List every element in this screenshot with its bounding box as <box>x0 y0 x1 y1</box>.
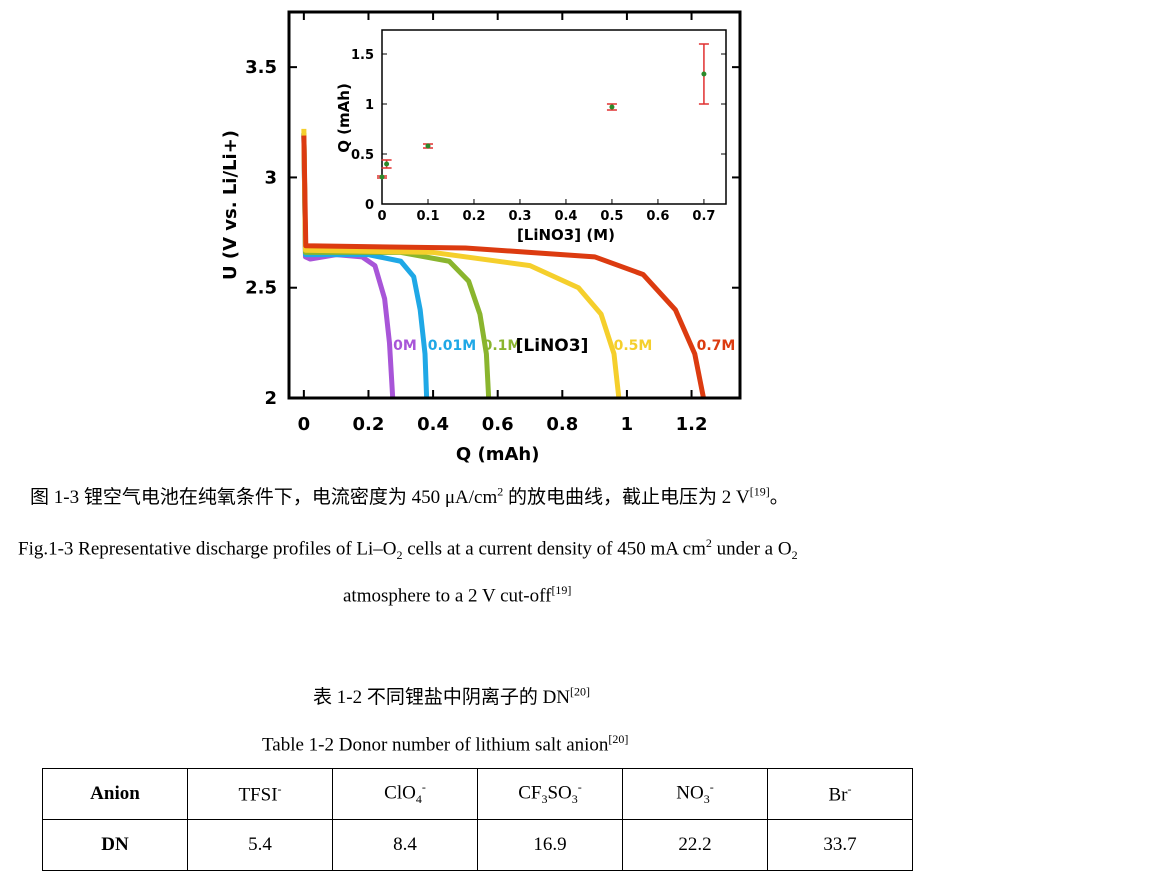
table-row: Anion TFSI- ClO4- CF3SO3- NO3- Br- <box>42 768 913 820</box>
x-tick-label: 1.2 <box>676 414 708 435</box>
anion-cell: NO3- <box>622 768 768 820</box>
data-point <box>701 71 707 77</box>
table-title-cn: 表 1-2 不同锂盐中阴离子的 DN[20] <box>313 684 591 708</box>
x-tick-label: 0.2 <box>353 414 385 435</box>
data-point <box>609 104 615 110</box>
legend-title: [LiNO3] <box>516 336 589 356</box>
inset-y-axis-label: Q (mAh) <box>335 83 353 153</box>
y-tick-label: 3.5 <box>245 57 277 78</box>
series-label: 0.7M <box>697 338 736 354</box>
x-tick-label: 1 <box>621 414 634 435</box>
x-tick-label: 0.8 <box>546 414 578 435</box>
anion-cell: ClO4- <box>332 768 478 820</box>
inset-x-tick-label: 0.6 <box>646 209 669 224</box>
header-cell: Anion <box>42 768 188 820</box>
value-cell: 5.4 <box>187 819 333 871</box>
x-tick-label: 0.6 <box>482 414 514 435</box>
series-label: 0.01M <box>428 338 476 354</box>
row-label-cell: DN <box>42 819 188 871</box>
anion-cell: Br- <box>767 768 913 820</box>
figure-caption-en: Fig.1-3 Representative discharge profile… <box>18 536 798 563</box>
inset-x-tick-label: 0.1 <box>416 209 439 224</box>
x-tick-label: 0.4 <box>417 414 449 435</box>
inset-x-tick-label: 0.2 <box>462 209 485 224</box>
inset-y-tick-label: 1.5 <box>351 48 374 63</box>
value-cell: 16.9 <box>477 819 623 871</box>
data-point <box>384 161 390 167</box>
data-point <box>425 143 431 149</box>
discharge-chart: 0 0.2 0.4 0.6 0.8 1 1.2 2 2.5 3 3.5 Q (mAh) U (V vs.… <box>220 10 742 465</box>
inset-frame <box>381 29 727 205</box>
series-line-0.7M <box>301 135 706 399</box>
figure-caption-cn: 图 1-3 锂空气电池在纯氧条件下，电流密度为 450 μA/cm2 的放电曲线… <box>30 484 789 508</box>
inset-x-tick-label: 0.5 <box>600 209 623 224</box>
value-cell: 22.2 <box>622 819 768 871</box>
inset-x-axis-label: [LiNO3] (M) <box>517 226 615 244</box>
inset-x-tick-label: 0 <box>377 209 386 224</box>
value-cell: 8.4 <box>332 819 478 871</box>
table-title-en: Table 1-2 Donor number of lithium salt a… <box>262 732 629 756</box>
figure-caption-en-line2: atmosphere to a 2 V cut-off[19] <box>343 583 572 607</box>
y-tick-label: 3 <box>264 167 277 188</box>
inset-y-tick-label: 0 <box>365 198 374 213</box>
inset-y-tick-label: 1 <box>365 98 374 113</box>
value-cell: 33.7 <box>767 819 913 871</box>
x-tick-label: 0 <box>298 414 311 435</box>
series-label: 0M <box>393 338 417 354</box>
x-axis-label: Q (mAh) <box>456 444 540 465</box>
y-tick-label: 2 <box>264 388 277 409</box>
series-line-0M <box>301 133 396 399</box>
series-line-0.5M <box>301 128 622 399</box>
data-point <box>379 174 385 180</box>
inset-x-tick-label: 0.3 <box>508 209 531 224</box>
y-tick-label: 2.5 <box>245 278 277 299</box>
table-row: DN 5.4 8.4 16.9 22.2 33.7 <box>42 819 913 871</box>
series-label: 0.5M <box>614 338 653 354</box>
anion-cell: TFSI- <box>187 768 333 820</box>
y-axis-label: U (V vs. Li/Li+) <box>220 130 241 280</box>
inset-y-tick-label: 0.5 <box>351 148 374 163</box>
inset-x-tick-label: 0.4 <box>554 209 577 224</box>
plot-frame <box>287 10 742 400</box>
anion-cell: CF3SO3- <box>477 768 623 820</box>
series-label: 0.1M <box>483 338 522 354</box>
inset-x-tick-label: 0.7 <box>692 209 715 224</box>
donor-number-table: Anion TFSI- ClO4- CF3SO3- NO3- Br- DN 5.… <box>42 768 913 871</box>
